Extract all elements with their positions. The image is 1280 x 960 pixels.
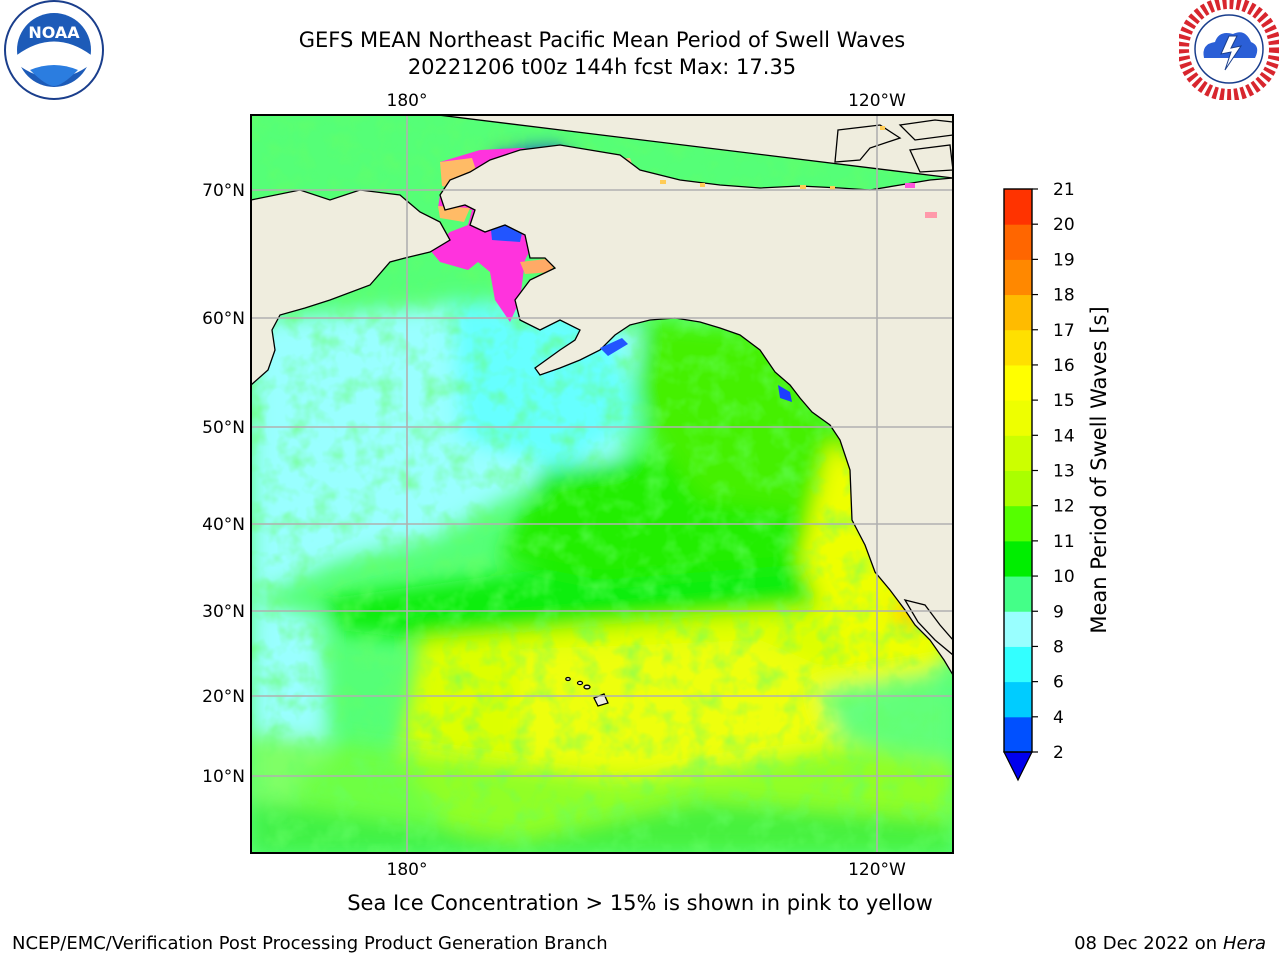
lat-label-10n: 10°N	[202, 767, 245, 787]
land	[251, 115, 953, 707]
lon-label-bottom-120w: 120°W	[848, 860, 906, 880]
lat-label-60n: 60°N	[202, 309, 245, 329]
colorbar-tick-label: 4	[1053, 708, 1064, 728]
colorbar-tick-label: 10	[1053, 567, 1075, 587]
colorbar-swatch	[1004, 329, 1032, 366]
colorbar-swatch	[1004, 505, 1032, 542]
credit-host: Hera	[1222, 933, 1266, 954]
colorbar-swatch	[1004, 364, 1032, 401]
lat-label-20n: 20°N	[202, 687, 245, 707]
colorbar-swatch	[1004, 576, 1032, 612]
colorbar-tick-label: 2	[1053, 743, 1064, 763]
colorbar-swatch	[1004, 224, 1032, 260]
colorbar: 2 4 6 8 9 10 11 12 13 14 15 16 17 18 19 20 21	[1003, 180, 1075, 782]
lat-label-40n: 40°N	[202, 515, 245, 535]
colorbar-tick-label: 8	[1053, 637, 1064, 657]
chart-subtitle: 20221206 t00z 144h fcst Max: 17.35	[407, 55, 797, 79]
colorbar-swatch	[1004, 400, 1032, 436]
graticule	[251, 115, 953, 853]
colorbar-swatch	[1004, 611, 1032, 647]
sea-ice-note: Sea Ice Concentration > 15% is shown in …	[347, 891, 933, 915]
lat-label-70n: 70°N	[202, 181, 245, 201]
chart-title: GEFS MEAN Northeast Pacific Mean Period …	[298, 28, 906, 52]
lon-label-top-120w: 120°W	[848, 91, 906, 111]
colorbar-swatch	[1004, 470, 1032, 507]
colorbar-tick-label: 6	[1053, 673, 1064, 693]
colorbar-tick-label: 12	[1053, 497, 1075, 517]
lon-label-bottom-180: 180°	[387, 860, 428, 880]
colorbar-swatch	[1004, 189, 1032, 225]
colorbar-tick-label: 16	[1053, 356, 1075, 376]
colorbar-tick-label: 9	[1053, 602, 1064, 622]
colorbar-tick-label: 18	[1053, 286, 1075, 306]
credit-right: 08 Dec 2022 on Hera	[1074, 933, 1266, 954]
colorbar-tick-label: 15	[1053, 391, 1075, 411]
lon-label-top-180: 180°	[387, 91, 428, 111]
colorbar-tick-label: 14	[1053, 426, 1075, 446]
colorbar-swatch	[1004, 435, 1032, 471]
nws-logo	[1177, 0, 1280, 104]
colorbar-swatch	[1004, 294, 1032, 331]
colorbar-extend-triangle	[1003, 751, 1033, 782]
colorbar-tick-label: 13	[1053, 462, 1075, 482]
map-panel	[251, 115, 953, 853]
lat-label-30n: 30°N	[202, 602, 245, 622]
colorbar-swatch	[1004, 259, 1032, 296]
colorbar-swatch	[1004, 716, 1032, 753]
credit-left: NCEP/EMC/Verification Post Processing Pr…	[12, 933, 608, 954]
map-frame	[250, 114, 954, 854]
noaa-logo: NOAA	[2, 0, 106, 108]
colorbar-tick-label: 17	[1053, 321, 1075, 341]
svg-text:NOAA: NOAA	[28, 23, 80, 42]
colorbar-swatch	[1004, 681, 1032, 718]
lat-label-50n: 50°N	[202, 418, 245, 438]
colorbar-tick-label: 20	[1053, 215, 1075, 235]
credit-date: 08 Dec 2022 on	[1074, 933, 1218, 954]
colorbar-tick-label: 21	[1053, 180, 1075, 200]
colorbar-label: Mean Period of Swell Waves [s]	[1087, 306, 1111, 633]
colorbar-tick-label: 19	[1053, 250, 1075, 270]
colorbar-swatch	[1004, 540, 1032, 577]
colorbar-swatch	[1004, 646, 1032, 683]
colorbar-tick-label: 11	[1053, 532, 1075, 552]
